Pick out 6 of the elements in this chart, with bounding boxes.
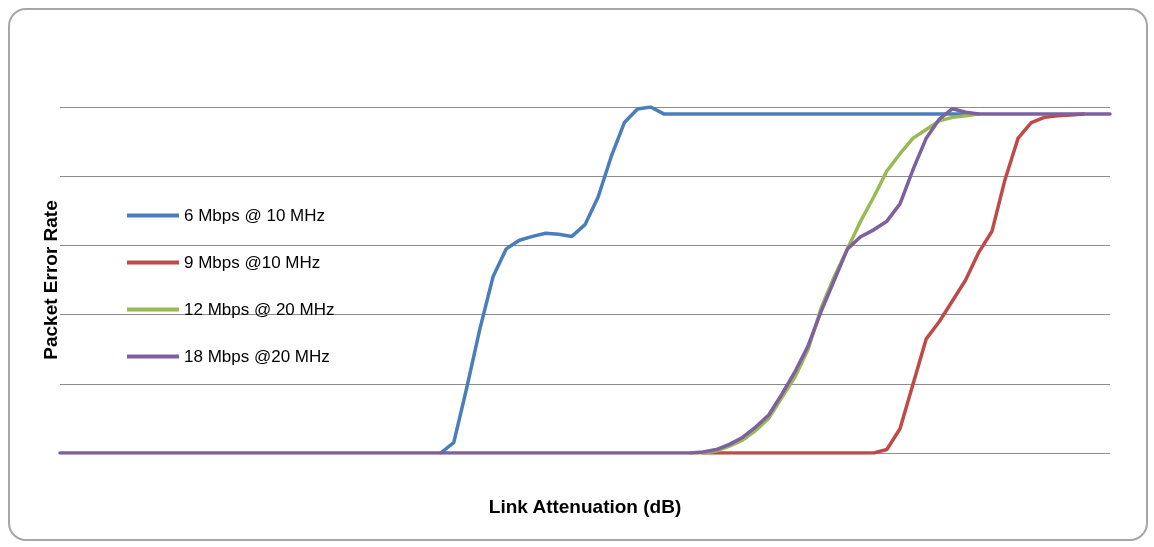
y-axis-title: Packet Error Rate: [40, 200, 61, 360]
legend-label: 9 Mbps @10 MHz: [184, 253, 321, 272]
legend-label: 6 Mbps @ 10 MHz: [184, 206, 326, 225]
x-axis-title: Link Attenuation (dB): [488, 496, 682, 517]
legend-label: 18 Mbps @20 MHz: [184, 347, 330, 366]
legend-label: 12 Mbps @ 20 MHz: [184, 300, 335, 319]
